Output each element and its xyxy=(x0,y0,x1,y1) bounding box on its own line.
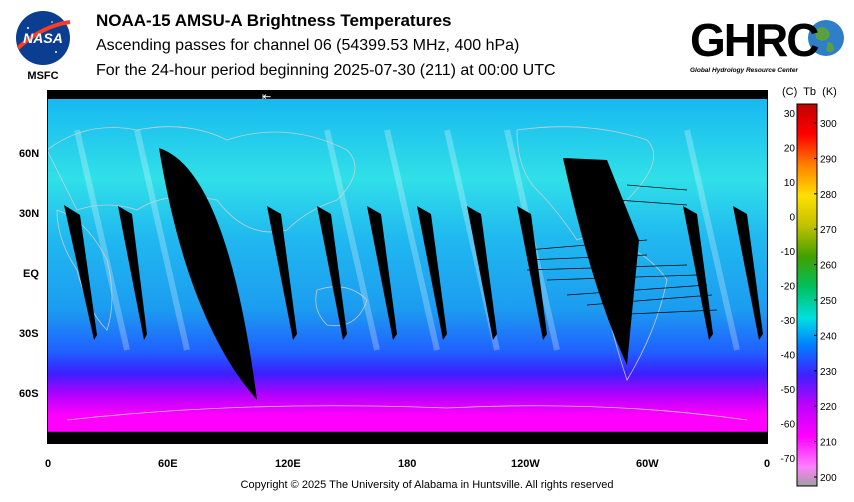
brightness-temperature-map: ⇤ xyxy=(47,90,768,444)
ghrc-logo: GHRC Global Hydrology Resource Center xyxy=(690,14,844,74)
colorbar-kelvin-tick: 230 xyxy=(820,367,837,378)
colorbar-kelvin-tick: 220 xyxy=(820,402,837,413)
colorbar-celsius-tick: -10 xyxy=(781,247,796,258)
lon-label-0-right: 0 xyxy=(764,458,771,470)
nasa-wordmark: NASA xyxy=(23,30,63,46)
period-subtitle: For the 24-hour period beginning 2025-07… xyxy=(96,62,556,79)
channel-subtitle: Ascending passes for channel 06 (54399.5… xyxy=(96,37,520,54)
missing-data-swaths xyxy=(64,148,763,400)
ghrc-wordmark: GHRC xyxy=(690,14,818,66)
colorbar-celsius-tick: -30 xyxy=(781,316,796,327)
lat-label-60s: 60S xyxy=(19,388,39,400)
colorbar-celsius-tick: -50 xyxy=(781,385,796,396)
colorbar-header: (C) Tb (K) xyxy=(782,86,837,98)
colorbar-celsius-labels: 30 20 10 0 -10 -20 -30 -40 -50 -60 -70 xyxy=(781,109,796,465)
colorbar-kelvin-tick: 290 xyxy=(820,154,837,165)
colorbar-celsius-tick: -20 xyxy=(781,282,796,293)
colorbar-gradient xyxy=(796,103,818,487)
temperature-colorbar: 30 20 10 0 -10 -20 -30 -40 -50 -60 -70 300 290 280 27… xyxy=(781,103,837,487)
colorbar-kelvin-labels: 300 290 280 270 260 250 240 230 220 210 200 xyxy=(820,119,837,484)
lon-label-120e: 120E xyxy=(275,458,301,470)
copyright-footer: Copyright © 2025 The University of Alaba… xyxy=(240,479,614,491)
colorbar-kelvin-tick: 240 xyxy=(820,331,837,342)
colorbar-celsius-tick: -60 xyxy=(781,420,796,431)
lon-label-0-left: 0 xyxy=(45,458,52,470)
msfc-label: MSFC xyxy=(27,70,58,80)
colorbar-celsius-tick: 30 xyxy=(784,109,796,120)
page-title: NOAA-15 AMSU-A Brightness Temperatures xyxy=(96,11,452,30)
colorbar-kelvin-tick: 270 xyxy=(820,225,837,236)
map-background xyxy=(47,90,768,444)
lat-label-eq: EQ xyxy=(23,268,39,280)
pass-direction-arrow: ⇤ xyxy=(262,90,271,103)
colorbar-celsius-tick: 10 xyxy=(784,178,796,189)
colorbar-kelvin-tick: 200 xyxy=(820,473,837,484)
lon-label-180: 180 xyxy=(398,458,417,470)
colorbar-kelvin-tick: 210 xyxy=(820,438,837,449)
colorbar-kelvin-tick: 250 xyxy=(820,296,837,307)
colorbar-celsius-tick: -40 xyxy=(781,351,796,362)
colorbar-header-k: (K) xyxy=(822,86,837,98)
colorbar-celsius-tick: 0 xyxy=(789,213,795,224)
lon-label-120w: 120W xyxy=(511,458,540,470)
colorbar-kelvin-tick: 300 xyxy=(820,119,837,130)
colorbar-kelvin-tick: 280 xyxy=(820,190,837,201)
colorbar-header-c: (C) xyxy=(782,86,798,98)
map-frame xyxy=(47,90,768,444)
lon-label-60e: 60E xyxy=(158,458,178,470)
lat-label-60n: 60N xyxy=(19,148,40,160)
scan-lines xyxy=(526,184,718,316)
colorbar-header-tb: Tb xyxy=(803,86,817,98)
colorbar-celsius-tick: 20 xyxy=(784,144,796,155)
lat-label-30n: 30N xyxy=(19,208,40,220)
colorbar-ticks xyxy=(814,122,817,478)
nasa-logo: NASA MSFC xyxy=(16,11,71,80)
lon-label-60w: 60W xyxy=(636,458,659,470)
colorbar-celsius-tick: -70 xyxy=(781,454,796,465)
lat-label-30s: 30S xyxy=(19,328,39,340)
ghrc-tagline: Global Hydrology Resource Center xyxy=(690,67,798,74)
colorbar-kelvin-tick: 260 xyxy=(820,261,837,272)
